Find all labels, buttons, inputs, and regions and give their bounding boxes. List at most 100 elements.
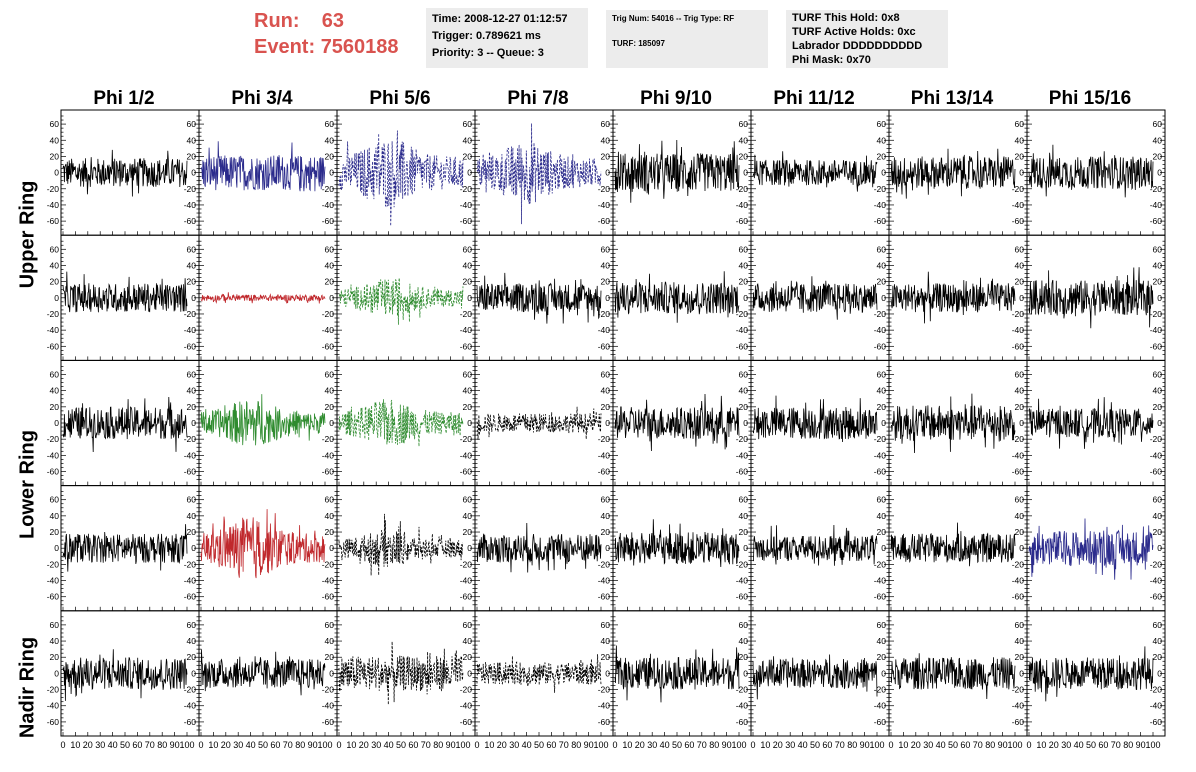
y-tick-label: 60 [1153,244,1163,254]
y-tick-label: 20 [463,277,473,287]
x-tick-label: 80 [709,740,719,750]
y-tick-label: 60 [739,620,749,630]
x-tick-label: 20 [359,740,369,750]
x-tick-label: 10 [208,740,218,750]
y-tick-label: 0 [329,668,334,678]
y-tick-label: -20 [1012,685,1025,695]
y-tick-label: 60 [187,620,197,630]
y-tick-label: 0 [881,668,886,678]
y-tick-label: -20 [1012,309,1025,319]
y-tick-label: 20 [1153,277,1163,287]
y-tick-label: -20 [598,309,611,319]
x-tick-label: 40 [108,740,118,750]
y-tick-label: -20 [1012,434,1025,444]
y-tick-label: -60 [322,717,335,727]
panel-r2-c0: 60 60 40 40 20 20 0 0 -20 -20 -40 -40 -60 -60 [47,359,200,487]
y-tick-label: -60 [736,341,749,351]
y-tick-label: 40 [739,260,749,270]
y-tick-label: 0 [329,543,334,553]
event-label: Event: [254,36,316,58]
y-tick-label: 20 [877,652,887,662]
x-tick-label: 100 [1145,740,1160,750]
x-tick-label: 90 [860,740,870,750]
panel-r4-c6: 60 40 20 0 -20 -40 -60 [888,610,1028,737]
x-tick-label: 30 [647,740,657,750]
y-tick-label: 40 [187,636,197,646]
waveform-trace [890,653,1016,700]
y-tick-label: -20 [47,184,60,194]
column-title-phi-3-4: Phi 3/4 [231,88,293,109]
run-label: Run: [254,10,300,32]
waveform-trace [614,393,740,452]
y-tick-label: -60 [1150,216,1163,226]
y-tick-label: 40 [187,260,197,270]
waveform-trace [62,396,188,453]
y-tick-label: 60 [739,119,749,129]
x-tick-label: 50 [672,740,682,750]
y-tick-label: -20 [47,559,60,569]
waveform-trace [338,130,464,227]
turf-this-hold-text: TURF This Hold: 0x8 [792,12,900,24]
y-tick-label: -40 [874,701,887,711]
y-tick-label: 40 [50,636,60,646]
waveform-trace [752,151,878,192]
panel-r4-c7: 60 40 20 0 -20 -40 -60 [1026,610,1166,737]
y-tick-label: 0 [743,418,748,428]
y-tick-label: -60 [460,717,473,727]
event-line: Event: 7560188 [254,34,399,60]
y-tick-label: 0 [467,543,472,553]
y-tick-label: 0 [54,543,59,553]
y-tick-label: -20 [47,434,60,444]
x-tick-label: 30 [923,740,933,750]
y-tick-label: 40 [325,260,335,270]
panel-r2-c4: 60 40 20 0 -20 -40 -60 [612,359,752,487]
y-tick-label: 0 [191,418,196,428]
x-tick-label: 50 [534,740,544,750]
y-tick-label: -60 [322,592,335,602]
y-tick-label: 20 [877,277,887,287]
y-tick-label: 60 [463,369,473,379]
x-tick-label: 40 [660,740,670,750]
panel-r4-c5: 60 40 20 0 -20 -40 -60 [750,610,890,737]
x-tick-label: 0 [474,740,479,750]
y-tick-label: 20 [463,402,473,412]
x-tick-label: 40 [1074,740,1084,750]
y-tick-label: 40 [1153,636,1163,646]
panel-r0-c6: 60 40 20 0 -20 -40 -60 [888,109,1028,236]
y-tick-label: 60 [463,244,473,254]
panel-r4-c4: 60 40 20 0 -20 -40 -60 [612,610,752,737]
y-tick-label: 40 [463,511,473,521]
panel-r3-c3: 60 40 20 0 -20 -40 -60 [474,485,614,612]
y-tick-label: 0 [743,543,748,553]
y-tick-label: 20 [463,151,473,161]
y-tick-label: 20 [1153,652,1163,662]
y-tick-label: -60 [736,467,749,477]
y-tick-label: 0 [467,668,472,678]
panel-r0-c5: 60 40 20 0 -20 -40 -60 [750,109,890,236]
y-tick-label: -60 [1150,717,1163,727]
turf-hold-box: TURF This Hold: 0x8 TURF Active Holds: 0… [786,10,948,68]
waveform-trace [62,271,188,313]
y-tick-label: -20 [460,685,473,695]
panel-r3-c0: 60 60 40 40 20 20 0 0 -20 -20 -40 -40 -60 -60 [47,485,200,612]
x-tick-label: 40 [384,740,394,750]
y-tick-label: -40 [322,200,335,210]
y-tick-label: -20 [598,184,611,194]
y-tick-label: 40 [739,135,749,145]
x-tick-label: 0 [888,740,893,750]
y-tick-label: -40 [736,576,749,586]
x-tick-label: 10 [760,740,770,750]
y-tick-label: 20 [1015,527,1025,537]
trigger-text: Trigger: 0.789621 ms [432,30,541,42]
y-tick-label: 0 [605,543,610,553]
y-tick-label: -60 [184,592,197,602]
panel-r1-c7: 60 40 20 0 -20 -40 -60 [1026,234,1166,361]
y-tick-label: 60 [739,495,749,505]
y-tick-label: -40 [598,325,611,335]
y-tick-label: -40 [184,701,197,711]
y-tick-label: 60 [187,495,197,505]
y-tick-label: 60 [187,369,197,379]
y-tick-label: -40 [460,200,473,210]
y-tick-label: 60 [325,244,335,254]
y-tick-label: 40 [463,386,473,396]
